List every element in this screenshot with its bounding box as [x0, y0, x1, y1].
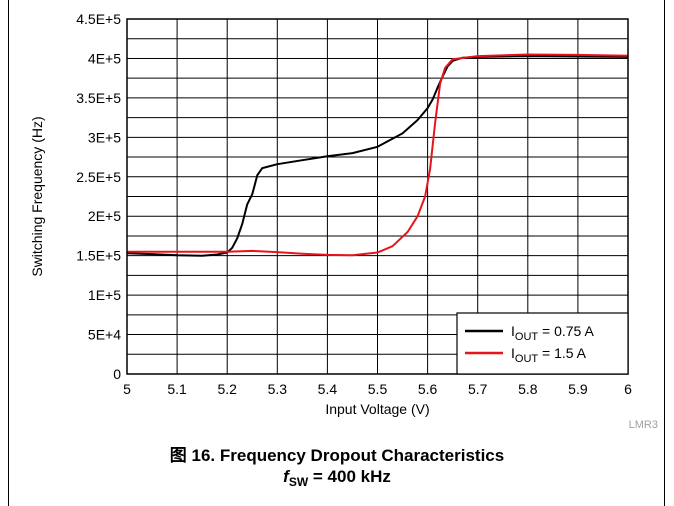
legend-label: IOUT = 0.75 A	[511, 323, 594, 343]
y-tick-label: 1.5E+5	[76, 248, 121, 264]
x-tick-label: 5.9	[568, 381, 588, 397]
y-tick-label: 4E+5	[88, 50, 121, 66]
figure-caption: 图 16. Frequency Dropout Characteristics	[0, 441, 674, 466]
series-line-2	[127, 53, 629, 257]
y-tick-label: 5E+4	[88, 327, 121, 343]
y-tick-label: 2.5E+5	[76, 169, 121, 185]
figure-caption-text: 图 16. Frequency Dropout Characteristics	[169, 446, 505, 465]
legend-label-value: = 1.5 A	[538, 345, 587, 361]
watermark-label: LMR3	[629, 419, 658, 431]
legend-box	[456, 312, 629, 375]
y-tick-label: 3E+5	[88, 129, 121, 145]
x-tick-label: 5.8	[518, 381, 538, 397]
frame-right-border	[664, 0, 665, 506]
fsw-subscript: SW	[288, 475, 309, 489]
figure-subcaption: fSW = 400 kHz	[0, 467, 674, 489]
y-axis-label: Switching Frequency (Hz)	[29, 116, 45, 276]
y-tick-label: 1E+5	[88, 287, 121, 303]
x-tick-label: 5.7	[468, 381, 488, 397]
x-tick-label: 5.2	[217, 381, 237, 397]
y-tick-label: 4.5E+5	[76, 11, 121, 27]
x-tick-label: 5.6	[418, 381, 438, 397]
legend-label-subscript: OUT	[515, 331, 539, 343]
frame-left-border	[8, 0, 9, 506]
y-tick-label: 0	[113, 366, 121, 382]
fsw-symbol: f	[283, 467, 289, 486]
x-tick-label: 5.4	[318, 381, 338, 397]
x-tick-label: 5.1	[167, 381, 187, 397]
legend-label-value: = 0.75 A	[538, 323, 594, 339]
series-lines	[126, 53, 629, 257]
x-tick-label: 5.5	[368, 381, 388, 397]
legend-label: IOUT = 1.5 A	[511, 345, 587, 365]
legend-label-subscript: OUT	[515, 353, 539, 365]
x-axis-label: Input Voltage (V)	[325, 401, 429, 417]
y-tick-labels: 0 5E+4 1E+5 1.5E+5 2E+5 2.5E+5 3E+5 3.5E+5 4E+5 4…	[76, 11, 121, 382]
legend-label-main: I	[511, 323, 515, 339]
fsw-value: = 400 kHz	[308, 467, 391, 486]
x-tick-labels: 5 5.1 5.2 5.3 5.4 5.5 5.6 5.7 5.8 5.9 6	[123, 381, 632, 397]
x-tick-label: 5.3	[268, 381, 288, 397]
legend-label-main: I	[511, 345, 515, 361]
frequency-dropout-chart: 5 5.1 5.2 5.3 5.4 5.5 5.6 5.7 5.8 5.9 6 0 5E+4 1E+5 1…	[29, 11, 658, 431]
plot-border	[126, 18, 629, 375]
x-tick-label: 6	[624, 381, 632, 397]
y-tick-label: 2E+5	[88, 208, 121, 224]
y-tick-label: 3.5E+5	[76, 90, 121, 106]
x-tick-label: 5	[123, 381, 131, 397]
